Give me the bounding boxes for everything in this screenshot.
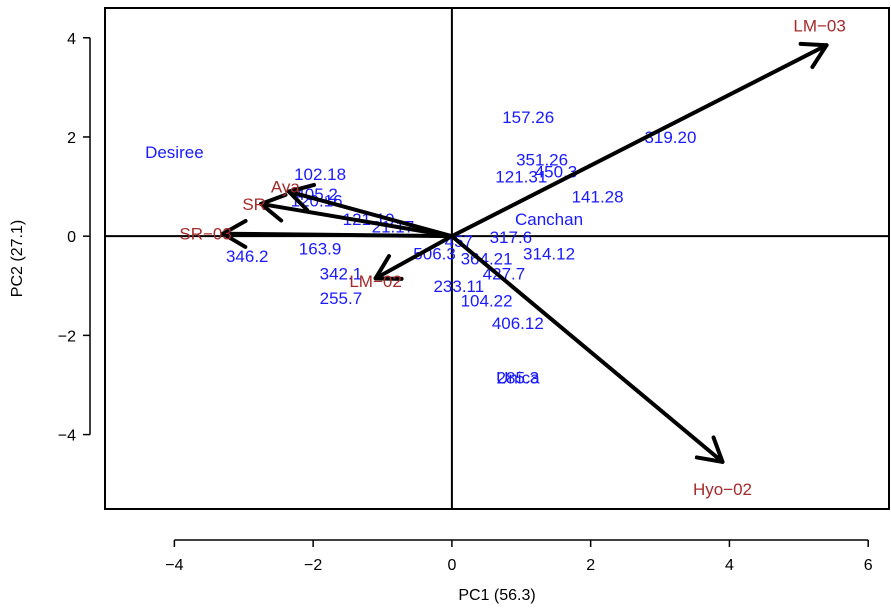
- environment-label: LM−03: [793, 16, 845, 35]
- y-tick-label: −4: [58, 428, 76, 445]
- genotype-point-label: 163.9: [299, 240, 342, 259]
- environment-labels: LM−03 Hyo−02 LM−02 Aya SR SR−03: [179, 16, 845, 499]
- x-tick-label: 6: [864, 557, 873, 574]
- environment-label: LM−02: [349, 272, 401, 291]
- genotype-point-label: Canchan: [515, 210, 583, 229]
- x-tick-label: −4: [165, 557, 183, 574]
- genotype-point-label: Unica: [496, 369, 540, 388]
- environment-label: SR−03: [179, 225, 231, 244]
- x-tick-label: 4: [725, 557, 734, 574]
- environment-arrowhead: [798, 41, 829, 70]
- genotype-point-label: 102.18: [294, 165, 346, 184]
- axes-layer: −4 −2 0 2 4 6 −4 −2 0 2 4: [58, 7, 890, 574]
- environment-arrowhead: [373, 254, 404, 281]
- environment-label: Aya: [271, 178, 301, 197]
- genotype-point-label: 314.12: [523, 245, 575, 264]
- genotype-point-label: Desiree: [145, 143, 204, 162]
- genotype-point-label: 405.2: [295, 185, 338, 204]
- plot-frame: [104, 7, 890, 510]
- genotype-point-label: 141.28: [572, 187, 624, 206]
- environment-vector: [286, 189, 454, 239]
- genotype-point-label: 255.7: [320, 289, 363, 308]
- environment-arrowhead: [220, 218, 248, 249]
- environment-vector: [373, 234, 454, 281]
- environment-vector: [220, 231, 454, 239]
- environment-vectors: [220, 41, 829, 464]
- genotype-point-label: 233.11: [433, 277, 484, 296]
- genotype-point-label: 351.26: [516, 150, 568, 169]
- environment-vector: [259, 201, 454, 239]
- environment-label: SR: [242, 195, 266, 214]
- genotype-point-label: 104.22: [461, 292, 513, 311]
- genotype-point-label: 157.26: [502, 108, 554, 127]
- environment-vector: [449, 234, 725, 464]
- genotype-point-label: 121.31: [495, 168, 547, 187]
- y-tick-label: 0: [67, 229, 76, 246]
- y-tick-label: 2: [67, 130, 76, 147]
- reference-lines: [105, 8, 889, 509]
- environment-label: Hyo−02: [693, 480, 752, 499]
- y-tick-label: −2: [58, 328, 76, 345]
- environment-arrowhead: [259, 192, 288, 223]
- y-axis-title: PC2 (27.1): [9, 220, 26, 297]
- y-tick-label: 4: [67, 31, 76, 48]
- genotype-point-label: 317.6: [490, 228, 533, 247]
- genotype-point-label: 319.20: [644, 128, 696, 147]
- x-tick-label: 2: [586, 557, 595, 574]
- genotype-point-label: 342.1: [320, 264, 363, 283]
- genotype-point-label: 506.3: [413, 245, 456, 264]
- genotype-point-label: 346.2: [226, 247, 269, 266]
- environment-arrowhead: [694, 435, 725, 464]
- x-tick-label: −2: [304, 557, 322, 574]
- genotype-point-label: 285.3: [497, 369, 540, 388]
- environment-arrowhead: [286, 182, 317, 213]
- genotype-point-label: 406.12: [492, 314, 544, 333]
- environment-vector: [449, 43, 829, 239]
- genotype-point-label: 450.3: [535, 163, 578, 182]
- x-tick-label: 0: [447, 557, 456, 574]
- x-axis-title: PC1 (56.3): [458, 587, 535, 604]
